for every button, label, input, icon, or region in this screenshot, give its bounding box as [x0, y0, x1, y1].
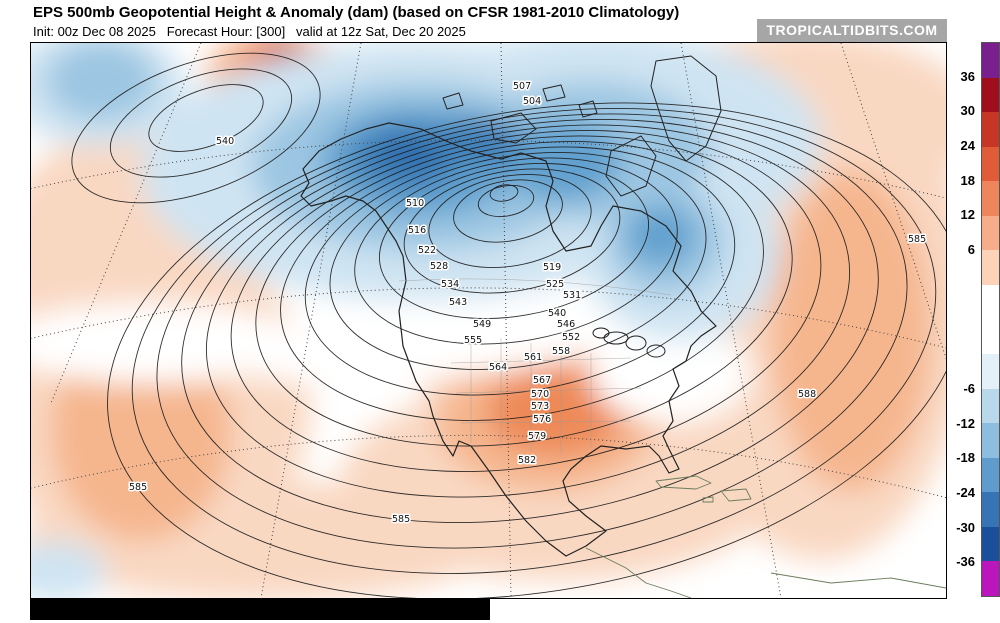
contour-label: 564	[489, 362, 507, 373]
contour-label: 573	[531, 401, 549, 412]
colorbar-tick-label: -12	[956, 415, 975, 431]
central-america-coast	[585, 547, 692, 598]
colorbar-cell	[982, 250, 999, 285]
contour-label: 561	[524, 352, 542, 363]
colorbar-cell	[982, 181, 999, 216]
contour-label: 540	[548, 308, 566, 319]
contour-label: 528	[430, 261, 448, 272]
hispaniola-outline	[720, 488, 752, 502]
anomaly-fill-layer	[31, 43, 946, 598]
great-lake	[646, 344, 666, 358]
colorbar-tick-label: 30	[960, 103, 975, 119]
baffin-island	[605, 135, 657, 197]
contour-label: 540	[216, 136, 234, 147]
contour-label: 549	[473, 319, 491, 330]
tropicaltidbits-watermark: TROPICALTIDBITS.COM	[757, 19, 947, 42]
colorbar-cell	[982, 492, 999, 527]
init-forecast-valid-line: Init: 00z Dec 08 2025 Forecast Hour: [30…	[33, 24, 466, 39]
coastline-layer	[300, 55, 946, 598]
contour-label: 588	[798, 389, 816, 400]
map-plot-area: 540 507 504 510 516 522 528 534 543 549 555 564 567 5…	[30, 42, 947, 599]
cuba-outline	[655, 475, 712, 490]
colorbar-cell	[982, 423, 999, 458]
north-america-coastline	[300, 122, 717, 557]
state-border-layer	[398, 278, 672, 453]
colorbar-tick-label: -18	[956, 450, 975, 466]
contour-label: 519	[543, 262, 561, 273]
contour-label: 507	[513, 81, 531, 92]
contour-label: 543	[449, 297, 467, 308]
colorbar	[981, 42, 1000, 597]
colorbar-tick-label: -30	[956, 519, 975, 535]
contour-label: 546	[557, 319, 575, 330]
greenland-coastline	[650, 55, 722, 162]
contour-label: 531	[563, 290, 581, 301]
contour-label: 552	[562, 332, 580, 343]
contour-label: 555	[464, 335, 482, 346]
victoria-island	[490, 112, 537, 144]
colorbar-cell	[982, 561, 999, 596]
contour-label: 582	[518, 455, 536, 466]
weather-map-svg: 540 507 504 510 516 522 528 534 543 549 555 564 567 5…	[31, 43, 946, 598]
colorbar-tick-label: 24	[960, 138, 975, 154]
colorbar-cell	[982, 526, 999, 562]
colorbar-cell	[982, 77, 999, 113]
colorbar-cell	[982, 215, 999, 251]
colorbar-tick-label: -6	[963, 380, 975, 396]
contour-label: 504	[523, 96, 541, 107]
colorbar-cell	[982, 146, 999, 182]
contour-label: 567	[533, 375, 551, 386]
contour-label-layer: 540 507 504 510 516 522 528 534 543 549 555 564 567 5…	[128, 80, 928, 527]
contour-label: 525	[546, 279, 564, 290]
colorbar-cell	[982, 112, 999, 147]
colorbar-tick-label: -24	[956, 484, 975, 500]
contour-label: 558	[552, 346, 570, 357]
arctic-islands	[442, 84, 598, 118]
contour-label: 522	[418, 245, 436, 256]
contour-label: 585	[908, 234, 926, 245]
great-lake	[603, 331, 629, 345]
graticule-grid	[31, 43, 946, 598]
colorbar-labels: 36 30 24 18 12 6 -6 -12 -18 -24 -30 -36	[944, 42, 978, 597]
colorbar-tick-label: 6	[967, 242, 975, 258]
contour-label: 579	[528, 431, 546, 442]
colorbar-cell	[982, 43, 999, 78]
colorbar-tick-label: 18	[960, 172, 975, 188]
jamaica-outline	[702, 496, 714, 503]
south-america-coast	[770, 572, 946, 589]
page-title: EPS 500mb Geopotential Height & Anomaly …	[33, 4, 680, 21]
colorbar-cell	[982, 388, 999, 424]
contour-label: 516	[408, 225, 426, 236]
contour-label: 510	[406, 198, 424, 209]
contour-label: 576	[533, 414, 551, 425]
colorbar-cell	[982, 457, 999, 493]
colorbar-cell	[982, 354, 999, 389]
bottom-black-bar	[30, 598, 490, 620]
great-lake	[625, 335, 647, 351]
contour-label: 585	[392, 514, 410, 525]
colorbar-cell	[982, 284, 999, 320]
contour-label: 585	[129, 482, 147, 493]
contour-label: 570	[531, 389, 549, 400]
contour-label: 534	[441, 279, 459, 290]
colorbar-tick-label: 12	[960, 207, 975, 223]
colorbar-tick-label: -36	[956, 554, 975, 570]
colorbar-cell	[982, 319, 999, 355]
height-contour-lines	[71, 52, 946, 598]
colorbar-tick-label: 36	[960, 68, 975, 84]
